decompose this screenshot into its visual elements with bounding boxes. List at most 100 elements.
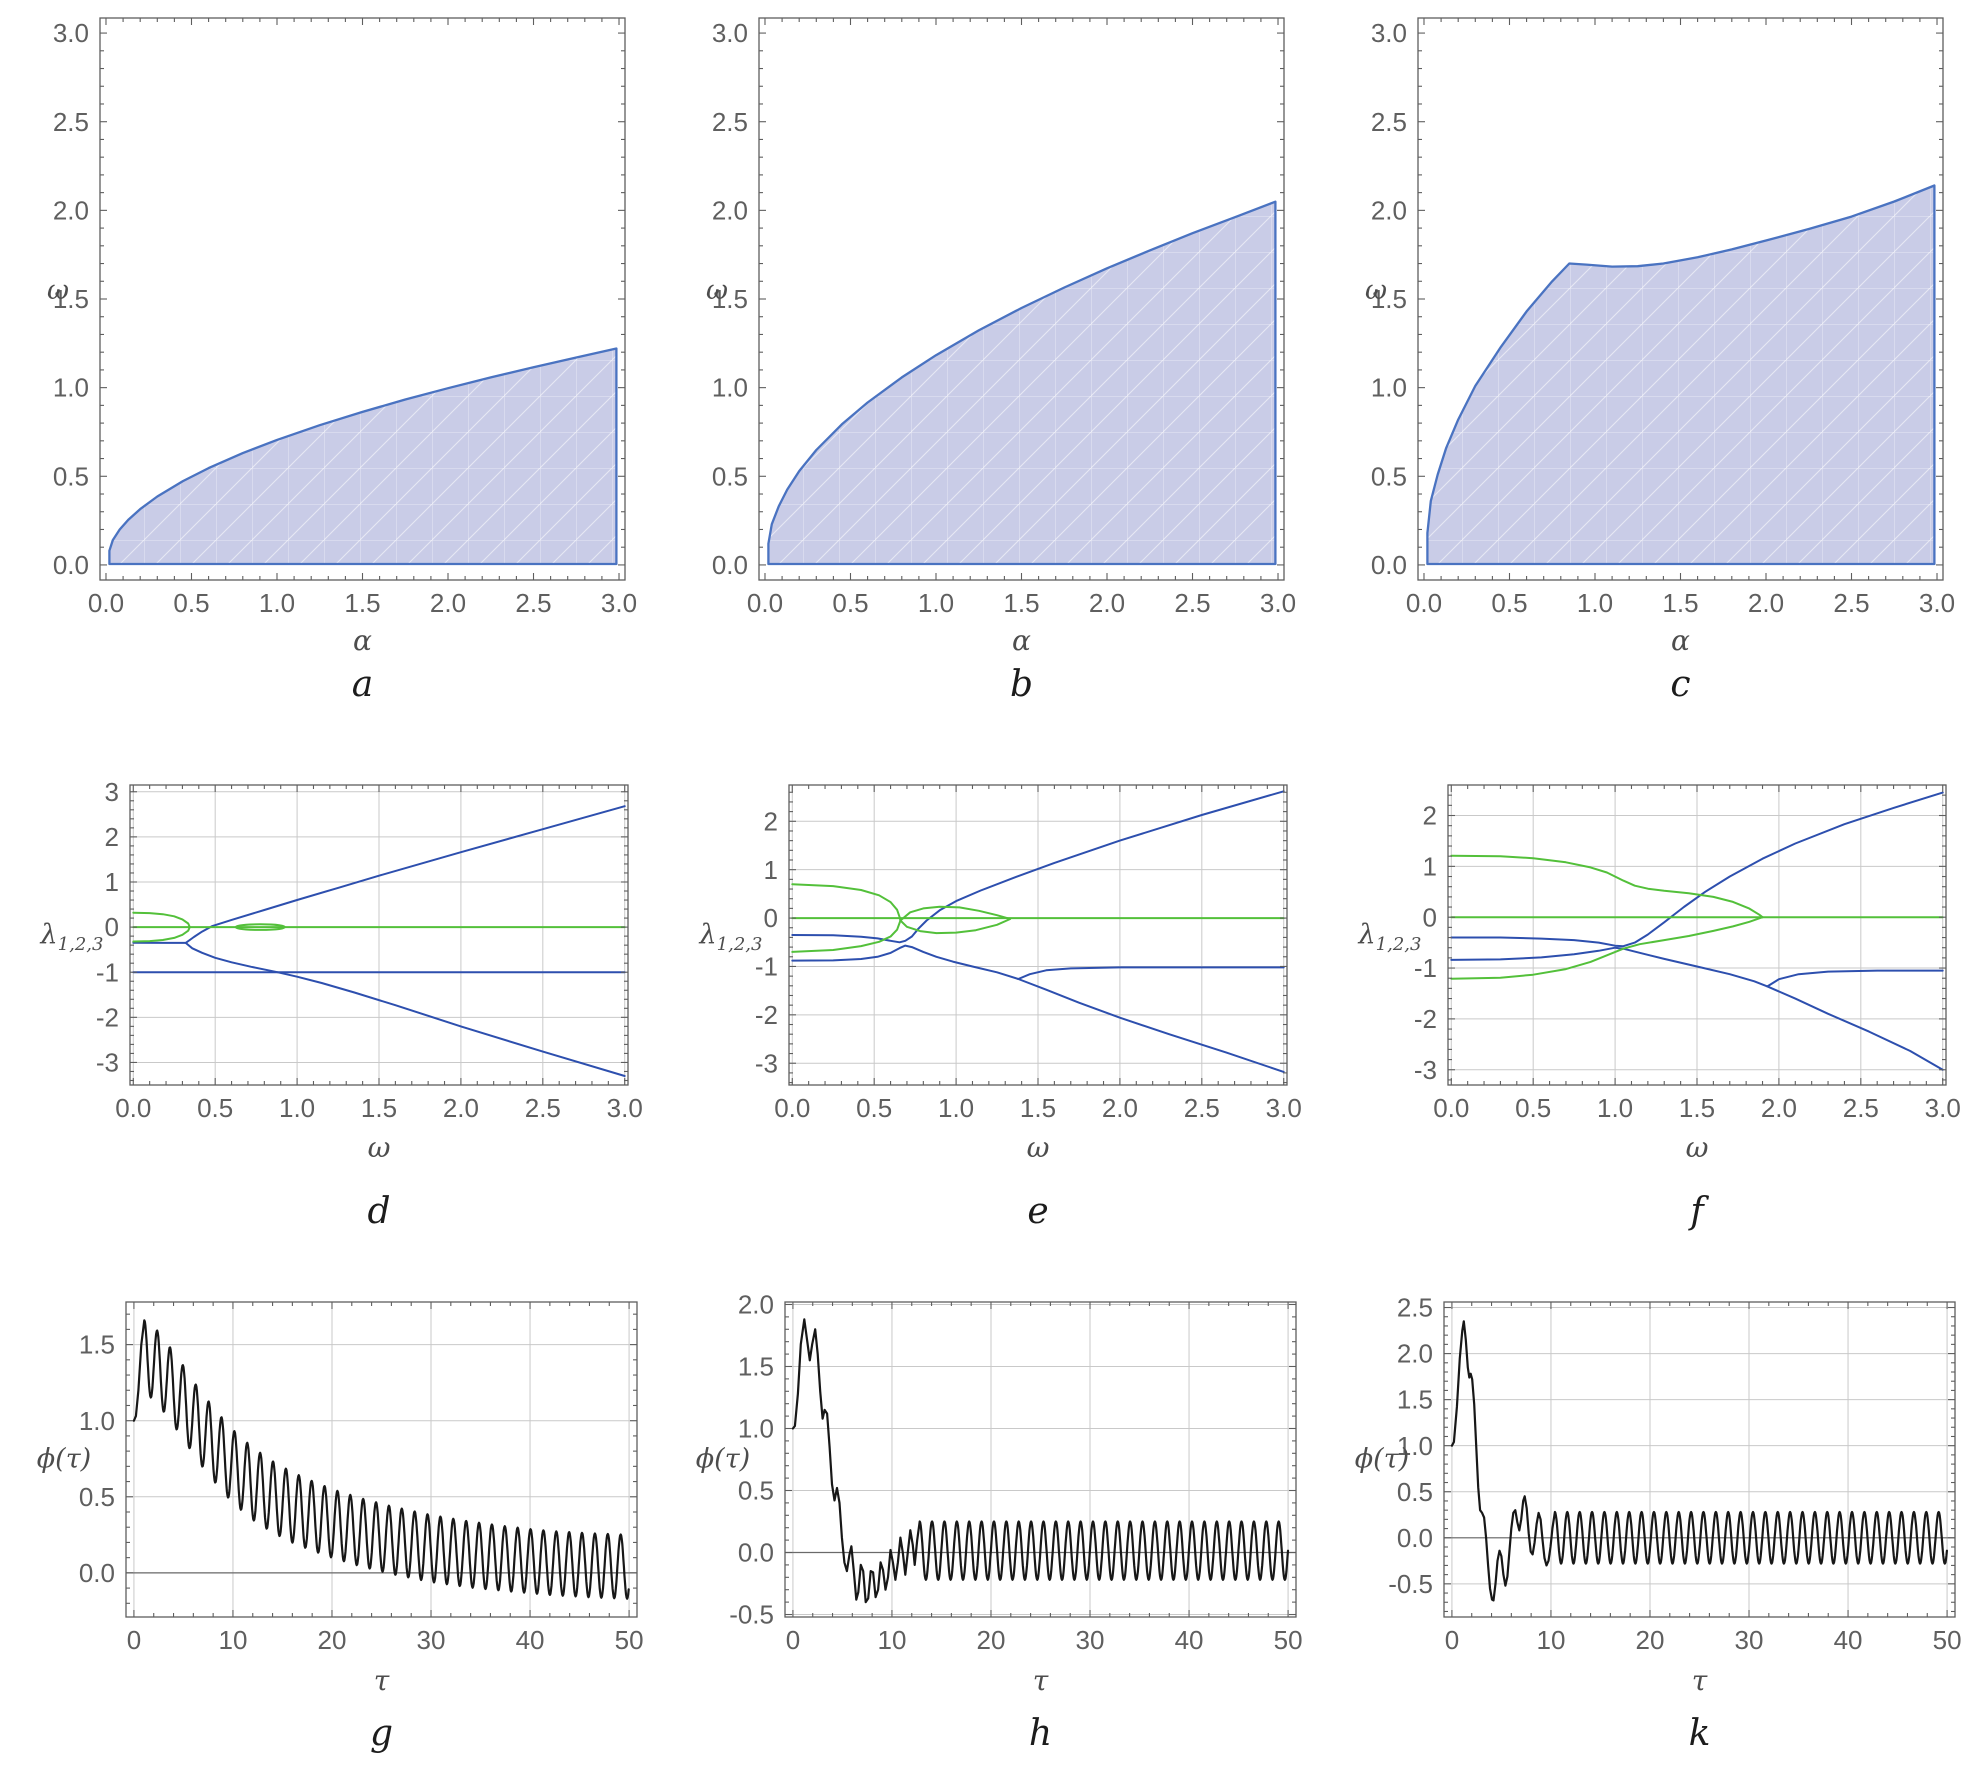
panel-h-caption: h: [1028, 1713, 1053, 1754]
x-tick-label: 0.5: [1491, 588, 1527, 618]
y-tick-label: -2: [1414, 1004, 1437, 1034]
x-tick-label: 1.5: [361, 1093, 397, 1123]
y-tick-label: 3.0: [53, 18, 89, 48]
panel-k-cell: 0 10 20 30 40 50 -0.5 0.0 0.5 1.0 1.5 2.0 2.5 τ ϕ(τ) k: [1318, 1265, 1976, 1772]
y-tick-label: 0.5: [738, 1476, 774, 1506]
x-tick-labels: 0.0 0.5 1.0 1.5 2.0 2.5 3.0: [1406, 588, 1955, 618]
x-tick-label: 2.0: [430, 588, 466, 618]
y-tick-label: 2.5: [712, 107, 748, 137]
x-tick-labels: 0 10 20 30 40 50: [1445, 1625, 1962, 1655]
x-tick-label: 0.0: [774, 1093, 810, 1123]
x-axis-label: ω: [368, 1131, 391, 1164]
y-tick-label: 1: [764, 855, 778, 885]
curve-black-0: [132, 1319, 630, 1600]
x-tick-label: 2.5: [515, 588, 551, 618]
plot-frame: [784, 1301, 1297, 1618]
x-tick-label: 1.0: [259, 588, 295, 618]
x-tick-label: 3.0: [601, 588, 637, 618]
panel-h-cell: 0 10 20 30 40 50 -0.5 0.0 0.5 1.0 1.5 2.0 τ ϕ(τ) h: [659, 1265, 1318, 1772]
y-axis-label: λ1,2,3: [699, 919, 763, 955]
x-tick-label: 2.0: [1748, 588, 1784, 618]
y-tick-label: -1: [96, 957, 119, 987]
x-tick-label: 2.5: [1184, 1093, 1220, 1123]
x-tick-label: 40: [1834, 1625, 1863, 1655]
y-tick-label: 1.5: [79, 1330, 115, 1360]
y-tick-label: 1: [1423, 851, 1437, 881]
curve-blue-2: [1766, 969, 1944, 988]
y-tick-labels: 0.0 0.5 1.0 1.5 2.0 2.5 3.0: [1371, 18, 1407, 580]
y-tick-label: -0.5: [1388, 1569, 1433, 1599]
x-tick-labels: 0 10 20 30 40 50: [127, 1625, 644, 1655]
y-tick-labels: -3 -2 -1 0 1 2: [1414, 801, 1437, 1085]
x-tick-label: 30: [1735, 1625, 1764, 1655]
x-tick-label: 1.0: [279, 1093, 315, 1123]
y-tick-label: 2.5: [1371, 107, 1407, 137]
panel-e-chart: 0.0 0.5 1.0 1.5 2.0 2.5 3.0 -3 -2 -1 0 1 2 ω λ1,2,3: [699, 784, 1302, 1164]
y-tick-label: 0.5: [53, 461, 89, 491]
x-tick-label: 0.0: [1433, 1093, 1469, 1123]
curve-green-7: [899, 905, 1012, 935]
x-tick-label: 40: [1175, 1625, 1204, 1655]
x-tick-label: 0: [127, 1625, 141, 1655]
x-tick-labels: 0.0 0.5 1.0 1.5 2.0 2.5 3.0: [774, 1093, 1302, 1123]
y-tick-label: 2.0: [53, 195, 89, 225]
curve-blue-2: [1017, 966, 1285, 980]
y-tick-label: 1.5: [1371, 284, 1407, 314]
panel-k-chart: 0 10 20 30 40 50 -0.5 0.0 0.5 1.0 1.5 2.0 2.5 τ ϕ(τ): [1355, 1293, 1962, 1697]
panel-a-cell: 0.0 0.5 1.0 1.5 2.0 2.5 3.0 0.0 0.5 1.0 1.5 2.0 2.5 3…: [0, 0, 659, 710]
x-tick-label: 50: [1933, 1625, 1962, 1655]
y-tick-label: 0: [1423, 902, 1437, 932]
x-tick-label: 1.5: [1020, 1093, 1056, 1123]
x-tick-label: 3.0: [1260, 588, 1296, 618]
y-tick-label: 1.0: [712, 373, 748, 403]
x-tick-label: 0.5: [197, 1093, 233, 1123]
x-tick-label: 0.0: [115, 1093, 151, 1123]
x-tick-label: 0.5: [832, 588, 868, 618]
y-tick-label: 3.0: [1371, 18, 1407, 48]
y-tick-label: 1: [105, 867, 119, 897]
y-axis-label: ω: [1365, 275, 1387, 306]
y-tick-label: 2.5: [1397, 1293, 1433, 1323]
x-tick-label: 10: [1536, 1625, 1565, 1655]
axis-ticks: [126, 1302, 637, 1617]
y-tick-label: 0.0: [1371, 550, 1407, 580]
y-tick-label: -1: [755, 952, 778, 982]
x-tick-label: 3.0: [1919, 588, 1955, 618]
plot-frame: [125, 1301, 638, 1618]
y-tick-label: 2: [764, 806, 778, 836]
y-tick-label: 0: [764, 903, 778, 933]
x-tick-label: 1.0: [938, 1093, 974, 1123]
y-tick-label: 1.5: [738, 1352, 774, 1382]
x-tick-label: 20: [977, 1625, 1006, 1655]
curve-blue-1: [791, 944, 1020, 980]
axis-ticks: [1418, 18, 1943, 580]
panel-b-chart: 0.0 0.5 1.0 1.5 2.0 2.5 3.0 0.0 0.5 1.0 1.5 2.0 2.5 3…: [706, 17, 1296, 657]
y-tick-label: 0.0: [53, 550, 89, 580]
panel-e-cell: 0.0 0.5 1.0 1.5 2.0 2.5 3.0 -3 -2 -1 0 1 2 ω λ1,2,3 e: [659, 710, 1318, 1265]
y-tick-label: 3: [105, 777, 119, 807]
x-axis-label: τ: [374, 1664, 390, 1697]
x-tick-label: 1.5: [344, 588, 380, 618]
panel-b-caption: b: [1009, 664, 1034, 705]
y-tick-label: -2: [755, 1000, 778, 1030]
stability-region: [767, 200, 1277, 566]
panel-f-caption: f: [1690, 1191, 1704, 1232]
panel-h-chart: 0 10 20 30 40 50 -0.5 0.0 0.5 1.0 1.5 2.0 τ ϕ(τ): [696, 1290, 1303, 1697]
panel-d-caption: d: [367, 1191, 391, 1232]
curve-green-5: [1450, 854, 1764, 919]
curve-blue-0: [1450, 791, 1944, 948]
panel-e-caption: e: [1027, 1191, 1049, 1232]
y-tick-label: 2.5: [53, 107, 89, 137]
y-tick-label: -2: [96, 1002, 119, 1032]
panel-g-caption: g: [369, 1713, 394, 1754]
y-tick-label: 0.5: [1371, 461, 1407, 491]
y-tick-label: 0.0: [712, 550, 748, 580]
y-tick-label: 1.5: [712, 284, 748, 314]
curve-blue-3: [1017, 978, 1285, 1073]
y-tick-label: 0.5: [79, 1482, 115, 1512]
x-axis-label: α: [353, 624, 372, 657]
curve-blue-1: [132, 805, 626, 944]
x-axis-label: τ: [1692, 1664, 1708, 1697]
y-tick-label: 2.0: [1397, 1339, 1433, 1369]
axis-ticks: [789, 785, 1287, 1085]
